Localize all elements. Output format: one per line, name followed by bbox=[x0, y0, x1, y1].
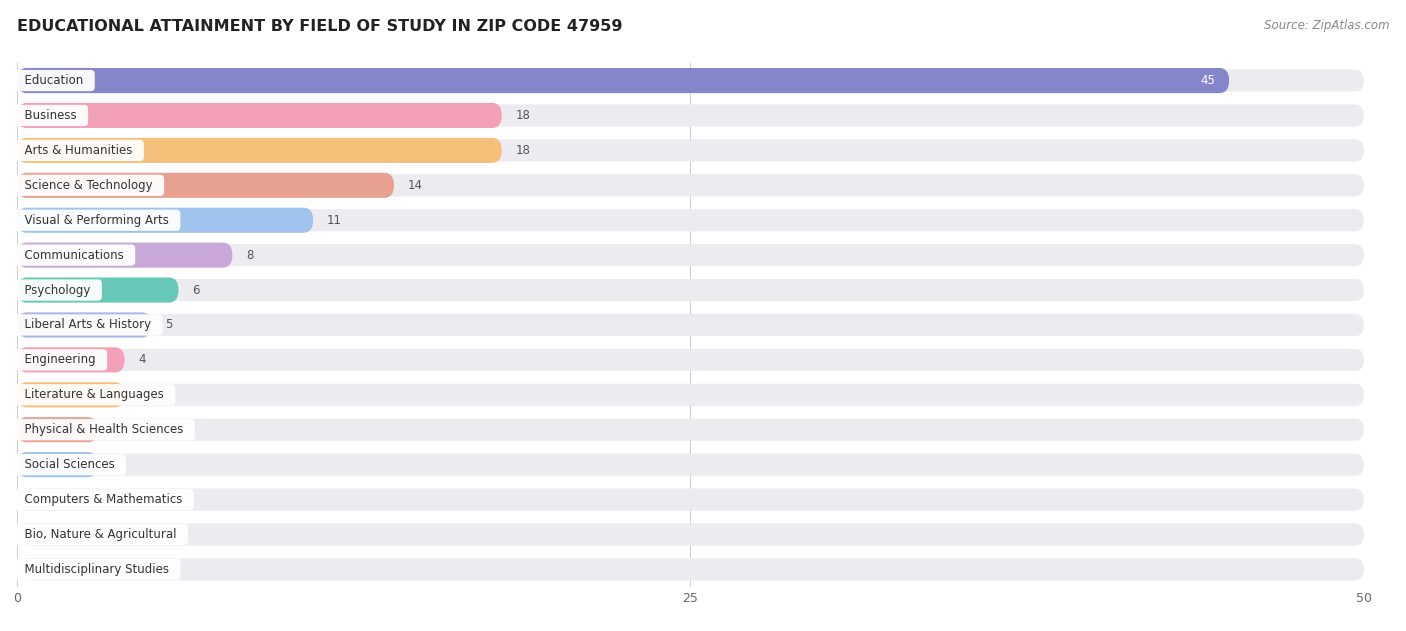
FancyBboxPatch shape bbox=[17, 347, 125, 372]
Text: 0: 0 bbox=[31, 528, 38, 541]
Text: 6: 6 bbox=[193, 283, 200, 297]
FancyBboxPatch shape bbox=[17, 349, 1364, 371]
Text: 0: 0 bbox=[31, 493, 38, 506]
FancyBboxPatch shape bbox=[17, 314, 1364, 336]
FancyBboxPatch shape bbox=[17, 68, 1229, 93]
FancyBboxPatch shape bbox=[17, 278, 179, 303]
FancyBboxPatch shape bbox=[17, 103, 502, 128]
FancyBboxPatch shape bbox=[17, 174, 1364, 196]
Text: Education: Education bbox=[17, 74, 90, 87]
Text: Computers & Mathematics: Computers & Mathematics bbox=[17, 493, 190, 506]
Text: Engineering: Engineering bbox=[17, 353, 103, 367]
Text: 4: 4 bbox=[138, 353, 146, 367]
Text: Literature & Languages: Literature & Languages bbox=[17, 388, 172, 401]
Text: 3: 3 bbox=[111, 458, 118, 471]
Text: 8: 8 bbox=[246, 249, 253, 262]
FancyBboxPatch shape bbox=[17, 418, 1364, 441]
FancyBboxPatch shape bbox=[17, 382, 125, 408]
FancyBboxPatch shape bbox=[17, 312, 152, 338]
Text: Visual & Performing Arts: Visual & Performing Arts bbox=[17, 214, 176, 227]
FancyBboxPatch shape bbox=[17, 558, 1364, 581]
FancyBboxPatch shape bbox=[17, 452, 97, 477]
FancyBboxPatch shape bbox=[17, 244, 1364, 266]
Text: 4: 4 bbox=[138, 388, 146, 401]
FancyBboxPatch shape bbox=[17, 523, 1364, 546]
Text: Source: ZipAtlas.com: Source: ZipAtlas.com bbox=[1264, 19, 1389, 32]
FancyBboxPatch shape bbox=[17, 104, 1364, 127]
FancyBboxPatch shape bbox=[17, 138, 502, 163]
Text: Psychology: Psychology bbox=[17, 283, 98, 297]
Text: Social Sciences: Social Sciences bbox=[17, 458, 122, 471]
Text: Science & Technology: Science & Technology bbox=[17, 179, 160, 192]
Text: 14: 14 bbox=[408, 179, 422, 192]
FancyBboxPatch shape bbox=[17, 279, 1364, 301]
Text: 11: 11 bbox=[326, 214, 342, 227]
FancyBboxPatch shape bbox=[17, 417, 97, 442]
FancyBboxPatch shape bbox=[17, 69, 1364, 91]
Text: 45: 45 bbox=[1201, 74, 1216, 87]
FancyBboxPatch shape bbox=[17, 384, 1364, 406]
Text: Liberal Arts & History: Liberal Arts & History bbox=[17, 319, 159, 331]
FancyBboxPatch shape bbox=[17, 208, 314, 233]
Text: 5: 5 bbox=[165, 319, 173, 331]
Text: Business: Business bbox=[17, 109, 84, 122]
Text: Arts & Humanities: Arts & Humanities bbox=[17, 144, 139, 157]
FancyBboxPatch shape bbox=[17, 454, 1364, 476]
FancyBboxPatch shape bbox=[17, 173, 394, 198]
Text: Communications: Communications bbox=[17, 249, 131, 262]
Text: Multidisciplinary Studies: Multidisciplinary Studies bbox=[17, 563, 176, 576]
Text: 18: 18 bbox=[515, 144, 530, 157]
Text: EDUCATIONAL ATTAINMENT BY FIELD OF STUDY IN ZIP CODE 47959: EDUCATIONAL ATTAINMENT BY FIELD OF STUDY… bbox=[17, 19, 623, 34]
Text: 3: 3 bbox=[111, 423, 118, 436]
FancyBboxPatch shape bbox=[17, 488, 1364, 510]
Text: 0: 0 bbox=[31, 563, 38, 576]
FancyBboxPatch shape bbox=[17, 242, 232, 268]
Text: Physical & Health Sciences: Physical & Health Sciences bbox=[17, 423, 191, 436]
Text: Bio, Nature & Agricultural: Bio, Nature & Agricultural bbox=[17, 528, 184, 541]
Text: 18: 18 bbox=[515, 109, 530, 122]
FancyBboxPatch shape bbox=[17, 139, 1364, 162]
FancyBboxPatch shape bbox=[17, 209, 1364, 232]
